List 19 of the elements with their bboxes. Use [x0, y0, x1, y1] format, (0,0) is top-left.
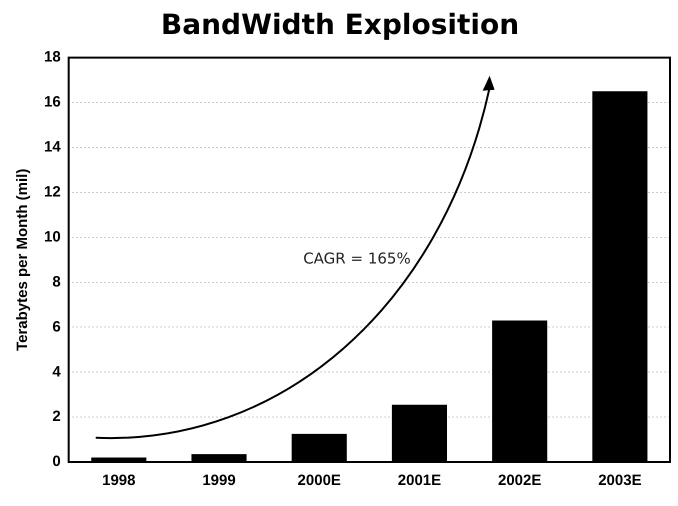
y-tick-label: 6 — [52, 318, 61, 336]
y-tick-label: 2 — [52, 408, 61, 426]
x-tick-label: 1998 — [102, 472, 136, 490]
x-tick-label: 2000E — [298, 472, 341, 490]
x-tick-label: 2002E — [498, 472, 542, 490]
y-tick-label: 18 — [44, 48, 61, 66]
annotation: CAGR = 165% — [303, 250, 411, 268]
y-tick-label: 10 — [44, 228, 61, 246]
y-tick-label: 4 — [52, 363, 62, 380]
x-tick-label: 1999 — [202, 472, 236, 490]
y-axis-title: Terabytes per Month (mil) — [14, 168, 32, 351]
y-tick-label: 16 — [44, 94, 61, 111]
chart-title: BandWidth Explosition — [160, 8, 520, 42]
x-tick-label: 2001E — [398, 472, 442, 490]
y-tick-label: 0 — [52, 453, 61, 470]
y-tick-label: 14 — [44, 138, 62, 156]
x-tick-label: 2003E — [598, 472, 642, 490]
y-tick-label: 8 — [52, 273, 61, 290]
y-tick-label: 12 — [44, 184, 61, 201]
